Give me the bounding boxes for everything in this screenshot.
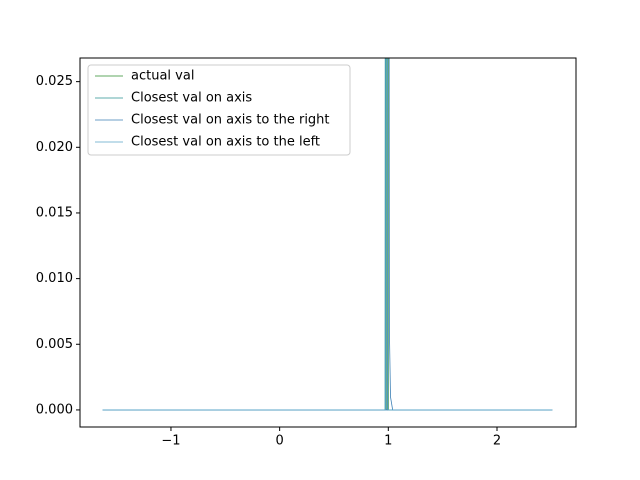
line	[102, 58, 553, 411]
y-tick-label: 0.025	[36, 74, 73, 89]
legend-label: actual val	[131, 69, 194, 84]
y-tick-label: 0.005	[36, 337, 73, 352]
legend-label: Closest val on axis	[131, 91, 252, 106]
axes-frame	[79, 57, 577, 428]
legend-label: Closest val on axis to the right	[131, 113, 330, 128]
legend-box	[87, 64, 351, 156]
legend-label: Closest val on axis to the left	[131, 135, 320, 150]
x-tick-label: −1	[161, 434, 180, 449]
x-tick-label: 1	[384, 434, 392, 449]
x-tick-label: 0	[275, 434, 283, 449]
y-tick-label: 0.010	[36, 271, 73, 286]
y-tick-label: 0.000	[36, 402, 73, 417]
y-tick-label: 0.015	[36, 205, 73, 220]
y-tick-label: 0.020	[36, 140, 73, 155]
x-tick-label: 2	[493, 434, 501, 449]
plot-area	[102, 58, 553, 411]
